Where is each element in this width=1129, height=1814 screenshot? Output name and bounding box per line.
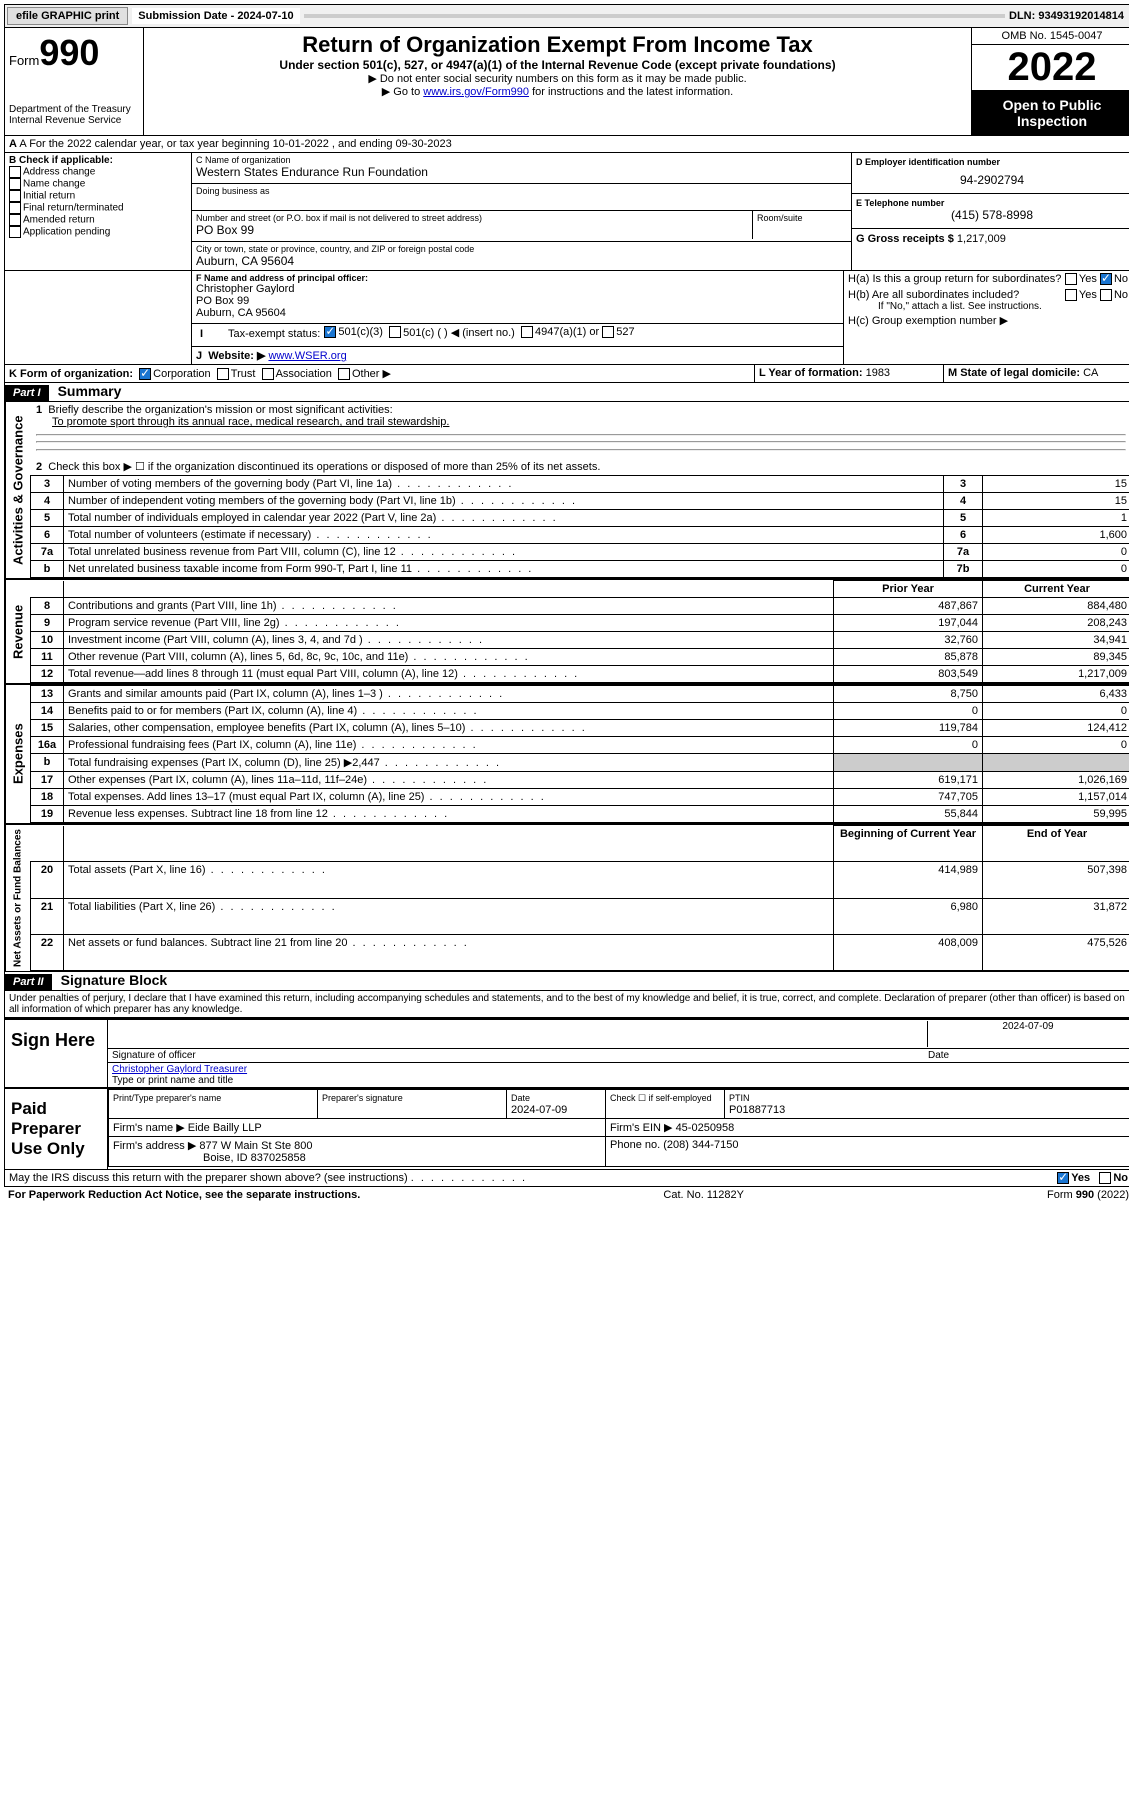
part-i-header: Part I (5, 385, 49, 401)
cb-final-return[interactable] (9, 202, 21, 214)
section-bcd: B Check if applicable: Address change Na… (4, 153, 1129, 271)
cb-mayirs-no[interactable] (1099, 1172, 1111, 1184)
form-note-1: ▶ Do not enter social security numbers o… (148, 72, 967, 85)
efile-print-button[interactable]: efile GRAPHIC print (7, 7, 128, 25)
topbar-spacer (304, 14, 1005, 18)
mission-text: To promote sport through its annual race… (52, 416, 449, 428)
cb-hb-no[interactable] (1100, 289, 1112, 301)
submission-date: Submission Date - 2024-07-10 (132, 8, 299, 24)
section-f: F Name and address of principal officer:… (192, 271, 843, 321)
part-ii-header: Part II (5, 974, 52, 990)
expenses-block: Expenses 13Grants and similar amounts pa… (4, 685, 1129, 825)
cb-ha-yes[interactable] (1065, 273, 1077, 285)
dln-label: DLN: 93493192014814 (1009, 10, 1129, 22)
part-ii-title: Signature Block (55, 972, 168, 988)
section-b: B Check if applicable: Address change Na… (5, 153, 192, 270)
officer-name: Christopher Gaylord Treasurer (112, 1064, 1128, 1075)
cb-527[interactable] (602, 326, 614, 338)
cb-4947[interactable] (521, 326, 533, 338)
cb-hb-yes[interactable] (1065, 289, 1077, 301)
section-g-gross: G Gross receipts $ 1,217,009 (852, 228, 1129, 249)
paid-preparer-block: Paid Preparer Use Only Print/Type prepar… (4, 1088, 1129, 1170)
cb-mayirs-yes[interactable] (1057, 1172, 1069, 1184)
form-number: Form990 (9, 32, 139, 74)
declaration-text: Under penalties of perjury, I declare th… (4, 991, 1129, 1018)
sign-here-block: Sign Here 2024-07-09 Signature of office… (4, 1018, 1129, 1088)
irs-label: Internal Revenue Service (9, 115, 139, 126)
website-link[interactable]: www.WSER.org (268, 350, 346, 362)
form-title: Return of Organization Exempt From Incom… (148, 32, 967, 58)
netassets-block: Net Assets or Fund Balances Beginning of… (4, 825, 1129, 972)
section-d-ein: D Employer identification number 94-2902… (852, 153, 1129, 191)
cb-name-change[interactable] (9, 178, 21, 190)
section-c-street: Number and street (or P.O. box if mail i… (192, 210, 851, 239)
may-irs-discuss: May the IRS discuss this return with the… (4, 1170, 1129, 1187)
section-c-dba: Doing business as (192, 183, 851, 208)
cb-501c[interactable] (389, 326, 401, 338)
page-footer: For Paperwork Reduction Act Notice, see … (4, 1187, 1129, 1203)
expenses-table: 13Grants and similar amounts paid (Part … (30, 685, 1129, 823)
revenue-block: Revenue Prior YearCurrent Year8Contribut… (4, 580, 1129, 685)
part-i-title: Summary (52, 383, 122, 399)
section-klm: K Form of organization: Corporation Trus… (4, 365, 1129, 383)
cb-initial-return[interactable] (9, 190, 21, 202)
cb-address-change[interactable] (9, 166, 21, 178)
governance-table: 3Number of voting members of the governi… (30, 475, 1129, 578)
paid-preparer-label: Paid Preparer Use Only (5, 1089, 108, 1169)
cb-501c3[interactable] (324, 326, 336, 338)
irs-link[interactable]: www.irs.gov/Form990 (423, 86, 529, 98)
dept-treasury: Department of the Treasury (9, 104, 139, 115)
vlabel-governance: Activities & Governance (5, 402, 30, 578)
cb-trust[interactable] (217, 368, 229, 380)
section-e-phone: E Telephone number (415) 578-8998 (852, 193, 1129, 226)
omb-number: OMB No. 1545-0047 (972, 28, 1129, 45)
vlabel-expenses: Expenses (5, 685, 30, 823)
section-c-name: C Name of organization Western States En… (192, 153, 851, 181)
section-i: I Tax-exempt status: 501(c)(3) 501(c) ( … (192, 323, 843, 344)
cb-amended[interactable] (9, 214, 21, 226)
revenue-table: Prior YearCurrent Year8Contributions and… (30, 580, 1129, 683)
cb-app-pending[interactable] (9, 226, 21, 238)
section-h: H(a) Is this a group return for subordin… (844, 271, 1129, 364)
section-j: J Website: ▶ www.WSER.org (192, 346, 843, 364)
row-a-tax-year: A A For the 2022 calendar year, or tax y… (4, 136, 1129, 153)
cb-assoc[interactable] (262, 368, 274, 380)
form-note-2: ▶ Go to www.irs.gov/Form990 for instruct… (148, 85, 967, 98)
netassets-table: Beginning of Current YearEnd of Year20To… (30, 825, 1129, 971)
open-to-public: Open to Public Inspection (972, 91, 1129, 135)
form-subtitle: Under section 501(c), 527, or 4947(a)(1)… (148, 58, 967, 72)
cb-ha-no[interactable] (1100, 273, 1112, 285)
form-header: Form990 Department of the Treasury Inter… (4, 28, 1129, 136)
governance-block: Activities & Governance 1 Briefly descri… (4, 402, 1129, 580)
vlabel-netassets: Net Assets or Fund Balances (5, 825, 30, 971)
cb-other[interactable] (338, 368, 350, 380)
vlabel-revenue: Revenue (5, 580, 30, 683)
section-c-city: City or town, state or province, country… (192, 241, 851, 270)
top-bar: efile GRAPHIC print Submission Date - 20… (4, 4, 1129, 28)
tax-year: 2022 (972, 45, 1129, 91)
cb-corp[interactable] (139, 368, 151, 380)
section-fh: F Name and address of principal officer:… (4, 271, 1129, 365)
sign-here-label: Sign Here (5, 1020, 108, 1087)
